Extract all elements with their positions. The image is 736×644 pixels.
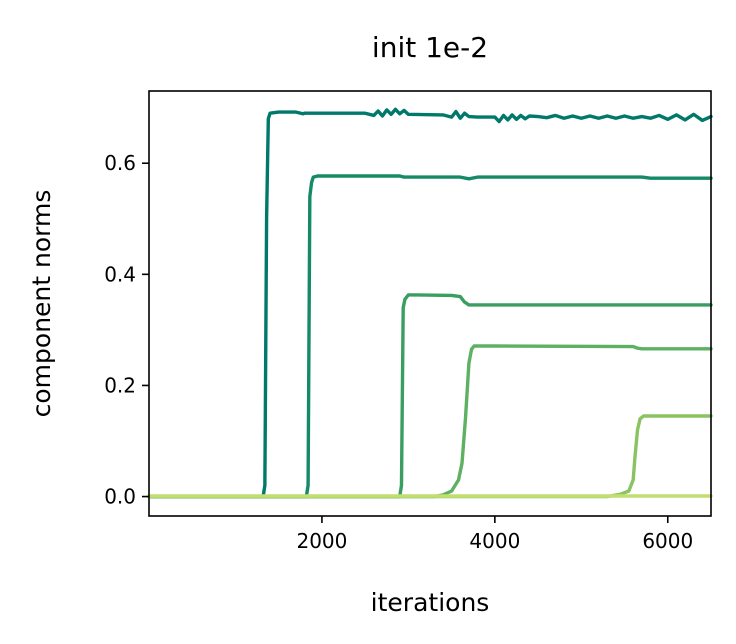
y-tick-label: 0.4 xyxy=(104,262,136,286)
plot-frame xyxy=(148,90,712,517)
x-tick-label: 6000 xyxy=(642,529,693,553)
x-tick-label: 2000 xyxy=(296,529,347,553)
y-tick-label: 0.6 xyxy=(104,151,136,175)
y-tick-label: 0.2 xyxy=(104,373,136,397)
x-axis-label: iterations xyxy=(371,588,490,617)
x-tick-label: 4000 xyxy=(469,529,520,553)
series-layer xyxy=(147,107,713,499)
series-line-2 xyxy=(147,174,713,499)
chart-title: init 1e-2 xyxy=(372,31,488,64)
y-axis-label: component norms xyxy=(27,190,56,418)
series-line-4 xyxy=(147,344,713,499)
y-tick-label: 0.0 xyxy=(104,485,136,509)
series-line-5 xyxy=(147,414,713,499)
series-line-3 xyxy=(147,293,713,499)
series-line-1 xyxy=(147,107,713,499)
y-axis-ticks: 0.0 0.2 0.4 0.6 xyxy=(104,151,149,509)
x-axis-ticks: 2000 4000 6000 xyxy=(296,516,693,553)
